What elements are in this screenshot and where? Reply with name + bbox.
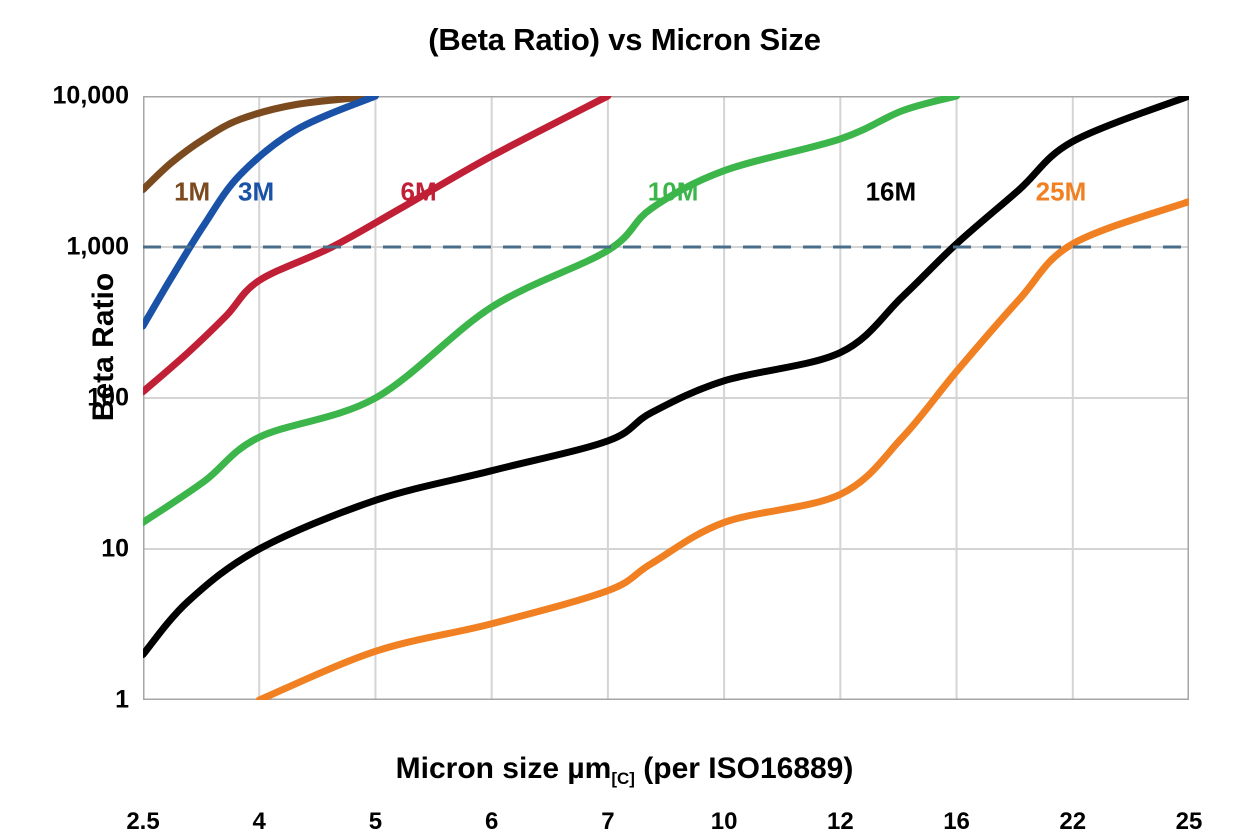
y-axis-title: Beta Ratio	[87, 272, 120, 422]
series-label-3m: 3M	[238, 176, 275, 207]
x-axis-title-tail: (per ISO16889)	[634, 752, 854, 785]
x-tick-label: 16	[943, 808, 970, 835]
x-tick-label: 22	[1059, 808, 1087, 835]
beta-ratio-chart: (Beta Ratio) vs Micron Size Beta Ratio M…	[0, 22, 1249, 836]
x-tick-label: 6	[484, 808, 499, 835]
x-axis-title: Micron size µm[C] (per ISO16889)	[0, 752, 1249, 789]
series-label-25m: 25M	[1035, 176, 1087, 207]
y-tick-label: 1,000	[66, 232, 129, 261]
x-tick-label: 4	[252, 808, 266, 835]
series-label-10m: 10M	[647, 176, 699, 207]
x-tick-label: 12	[826, 808, 854, 835]
series-line-10m	[143, 96, 961, 526]
x-axis-title-subscript: [C]	[611, 768, 635, 788]
chart-title: (Beta Ratio) vs Micron Size	[428, 22, 821, 57]
series-label-6m: 6M	[400, 176, 437, 207]
y-tick-label: 100	[87, 383, 129, 412]
x-tick-label: 10	[710, 808, 738, 835]
plot-area: 1 10 100 1,000 10,000 2.5 4 5 6 7 10 12 16 22 25 1M 3M 6…	[53, 82, 1203, 836]
series-line-3m	[143, 96, 379, 330]
series-line-1m	[143, 96, 379, 194]
series-line-25m	[255, 198, 1189, 700]
series-label-16m: 16M	[865, 176, 917, 207]
series-line-6m	[143, 96, 612, 396]
series-label-1m: 1M	[174, 176, 211, 207]
x-axis-title-main: Micron size µm	[395, 752, 612, 785]
y-tick-label: 10,000	[52, 81, 129, 110]
x-tick-label: 2.5	[126, 808, 160, 835]
y-tick-label: 10	[101, 534, 129, 563]
y-tick-label: 1	[115, 685, 129, 714]
x-tick-label: 25	[1175, 808, 1203, 835]
series-line-16m	[143, 96, 1189, 659]
x-tick-label: 5	[368, 808, 383, 835]
x-tick-label: 7	[601, 808, 615, 835]
plot-canvas	[143, 96, 1189, 700]
